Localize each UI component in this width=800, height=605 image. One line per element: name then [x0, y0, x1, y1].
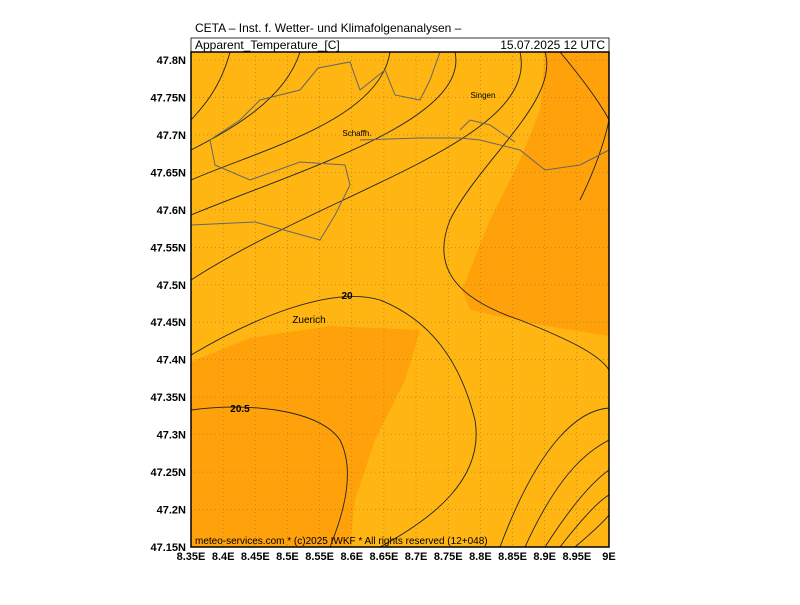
- contour-label: 20.5: [230, 404, 250, 415]
- y-tick-label: 47.45N: [151, 317, 187, 329]
- contour: [559, 494, 609, 547]
- contour: [191, 52, 522, 281]
- place-label: Singen: [471, 91, 496, 100]
- x-tick-label: 8.65E: [370, 551, 399, 563]
- x-tick-label: 8.6E: [340, 551, 363, 563]
- warm-zone: [462, 52, 609, 336]
- contour: [191, 52, 457, 216]
- y-tick-label: 47.8N: [157, 55, 186, 67]
- y-tick-label: 47.35N: [151, 392, 187, 404]
- x-tick-label: 8.95E: [562, 551, 591, 563]
- x-tick-label: 8.85E: [498, 551, 527, 563]
- x-tick-label: 8.4E: [212, 551, 235, 563]
- x-tick-label: 9E: [602, 551, 615, 563]
- x-tick-label: 8.45E: [241, 551, 270, 563]
- x-tick-label: 8.75E: [434, 551, 463, 563]
- warm-zone: [191, 326, 420, 547]
- border: [359, 119, 609, 171]
- valid-time: 15.07.2025 12 UTC: [500, 38, 605, 52]
- place-label: Zuerich: [292, 315, 325, 326]
- y-tick-label: 47.6N: [157, 205, 186, 217]
- y-tick-label: 47.55N: [151, 242, 187, 254]
- title: CETA – Inst. f. Wetter- und Klimafolgena…: [195, 21, 462, 35]
- contour: [574, 514, 609, 547]
- contour: [443, 52, 609, 371]
- contour-label: 20: [341, 291, 353, 302]
- footer: meteo-services.com * (c)2025 IWKF * All …: [195, 536, 488, 547]
- contour: [191, 406, 348, 547]
- border: [191, 52, 441, 241]
- field: [191, 52, 609, 547]
- x-tick-label: 8.7E: [405, 551, 428, 563]
- x-tick-label: 8.5E: [276, 551, 299, 563]
- y-tick-label: 47.5N: [157, 280, 186, 292]
- variable: Apparent_Temperature_[C]: [195, 38, 340, 52]
- contour: [191, 52, 231, 121]
- contour: [191, 296, 477, 547]
- contour: [544, 469, 609, 547]
- contour: [191, 52, 301, 151]
- y-tick-label: 47.75N: [151, 92, 187, 104]
- frame: [190, 51, 610, 548]
- y-tick-label: 47.25N: [151, 467, 187, 479]
- x-tick-label: 8.9E: [533, 551, 556, 563]
- contour: [524, 439, 609, 547]
- place-label: Schaffh.: [342, 129, 371, 138]
- y-tick-label: 47.65N: [151, 167, 187, 179]
- x-tick-label: 8.35E: [177, 551, 206, 563]
- y-tick-label: 47.15N: [151, 542, 187, 554]
- y-tick-label: 47.2N: [157, 505, 186, 517]
- y-tick-label: 47.3N: [157, 430, 186, 442]
- x-tick-label: 8.55E: [305, 551, 334, 563]
- contour: [191, 52, 391, 181]
- y-tick-label: 47.4N: [157, 355, 186, 367]
- x-tick-label: 8.8E: [469, 551, 492, 563]
- y-tick-label: 47.7N: [157, 130, 186, 142]
- contour: [499, 407, 609, 547]
